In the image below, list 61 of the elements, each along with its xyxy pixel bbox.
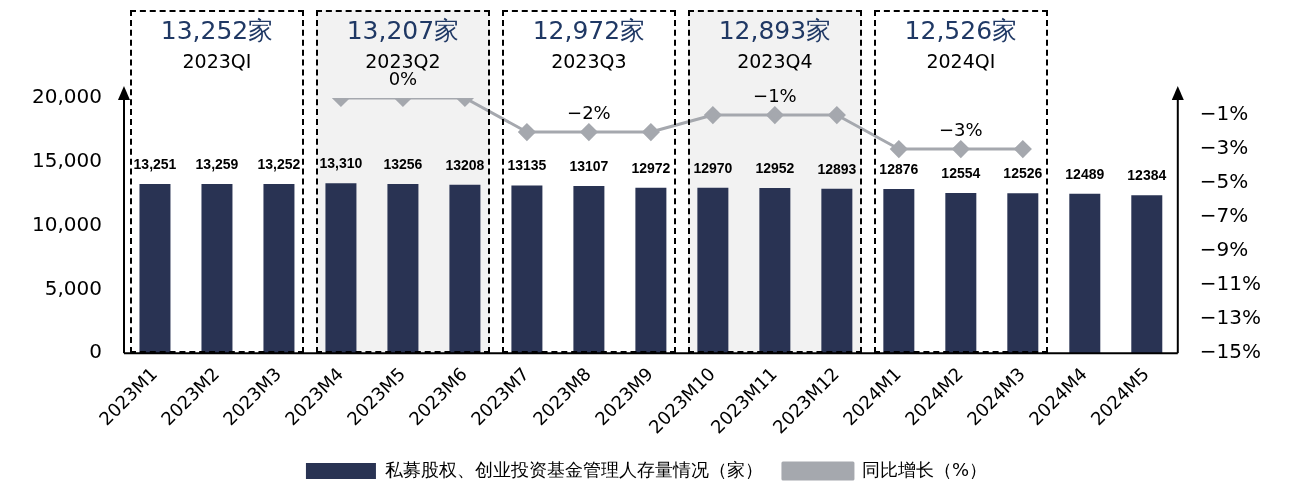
data-label: 12952	[755, 159, 795, 176]
data-label: 12893	[817, 160, 857, 177]
y-tick-label: 10,000	[32, 211, 102, 236]
bar	[1131, 195, 1163, 354]
y-tick-label: 5,000	[44, 275, 102, 300]
bar	[1007, 193, 1039, 354]
y2-tick-label: −9%	[1199, 237, 1249, 262]
text: 12,972家	[532, 15, 646, 45]
text: 2024QI	[926, 49, 996, 72]
y2-tick-label: −1%	[1199, 101, 1249, 126]
bar	[573, 185, 605, 354]
text: 2023Q4	[737, 49, 813, 72]
y2-tick-label: −3%	[1199, 135, 1249, 160]
y-tick-label: 20,000	[32, 84, 102, 109]
data-label: 12876	[879, 160, 919, 177]
text: 2023QI	[182, 49, 252, 72]
y2-tick-label: −15%	[1199, 339, 1262, 364]
data-label: 12526	[1003, 165, 1043, 182]
y-tick-label: 15,000	[32, 147, 102, 172]
data-label: 12970	[693, 159, 733, 176]
data-label: −2%	[567, 101, 611, 123]
bar	[511, 185, 543, 354]
legend-label: 同比增长（%）	[861, 458, 988, 480]
data-label: 12384	[1127, 167, 1167, 184]
legend-label: 私募股权、创业投资基金管理人存量情况（家）	[384, 458, 763, 480]
text: 12,526家	[904, 15, 1018, 45]
bar	[263, 184, 295, 354]
data-label: 12554	[941, 164, 981, 181]
data-label: 13208	[445, 156, 485, 173]
data-label: 13,310	[319, 155, 363, 172]
data-label: 13256	[383, 155, 423, 172]
data-label: 13107	[569, 157, 609, 174]
data-label: 13,252	[257, 155, 301, 172]
bar	[325, 183, 357, 354]
bar	[759, 187, 791, 354]
bar	[201, 184, 233, 354]
y2-tick-label: −13%	[1199, 305, 1262, 330]
text: 2023Q3	[551, 49, 627, 72]
text: 13,207家	[346, 15, 460, 45]
data-label: 12972	[631, 159, 671, 176]
bar	[945, 193, 977, 354]
text: 13,252家	[160, 15, 274, 45]
y2-tick-label: −11%	[1199, 271, 1262, 296]
y2-tick-label: −5%	[1199, 169, 1249, 194]
data-label: −3%	[939, 118, 983, 140]
data-label: 13135	[507, 157, 547, 174]
bar	[697, 187, 729, 354]
bar	[883, 188, 915, 354]
data-label: 12489	[1065, 165, 1105, 182]
bar	[821, 188, 853, 354]
data-label: −1%	[753, 84, 797, 106]
bar	[635, 187, 667, 354]
y-tick-label: 0	[89, 339, 102, 364]
data-label: 13,251	[133, 155, 177, 172]
text: 12,893家	[718, 15, 832, 45]
bar	[387, 184, 419, 354]
bar	[1069, 193, 1101, 354]
data-label: 13,259	[195, 155, 239, 172]
bar	[449, 184, 481, 354]
bar	[139, 184, 171, 354]
y2-tick-label: −7%	[1199, 203, 1249, 228]
